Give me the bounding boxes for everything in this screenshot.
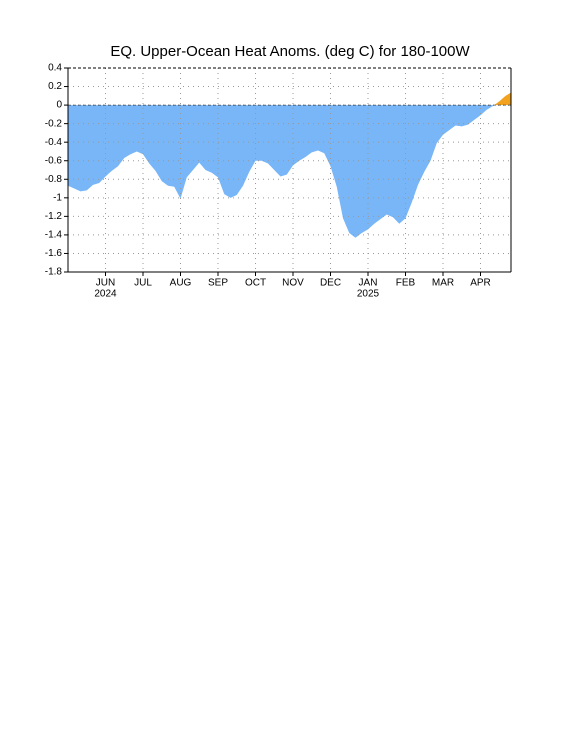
y-tick-label: 0.4: [48, 63, 62, 74]
y-tick-label: 0.2: [48, 81, 62, 92]
x-tick-label: APR: [470, 278, 491, 289]
x-tick-label: FEB: [396, 278, 416, 289]
y-tick-label: -0.8: [45, 174, 63, 185]
x-tick-label: JUN: [96, 278, 115, 289]
x-tick-label: SEP: [208, 278, 228, 289]
area: [68, 92, 511, 238]
y-tick-label: -0.4: [45, 137, 63, 148]
x-tick-label: AUG: [170, 278, 192, 289]
y-tick-label: -1: [53, 192, 62, 203]
y-tick-label: 0: [56, 100, 62, 111]
x-tick-label: JAN: [359, 278, 378, 289]
x-tick-label: OCT: [245, 278, 266, 289]
y-tick-label: -1.4: [45, 230, 63, 241]
x-tick-label: NOV: [282, 278, 304, 289]
y-tick-label: -1.2: [45, 211, 63, 222]
y-tick-label: -0.6: [45, 155, 63, 166]
y-tick-label: -0.2: [45, 118, 63, 129]
x-tick-label: JUL: [134, 278, 152, 289]
x-year-label: 2025: [357, 289, 380, 300]
chart-title: EQ. Upper-Ocean Heat Anoms. (deg C) for …: [110, 43, 470, 60]
x-tick-label: MAR: [432, 278, 454, 289]
y-tick-label: -1.8: [45, 267, 63, 278]
y-tick-label: -1.6: [45, 248, 63, 259]
x-tick-label: DEC: [320, 278, 341, 289]
x-year-label: 2024: [94, 289, 117, 300]
